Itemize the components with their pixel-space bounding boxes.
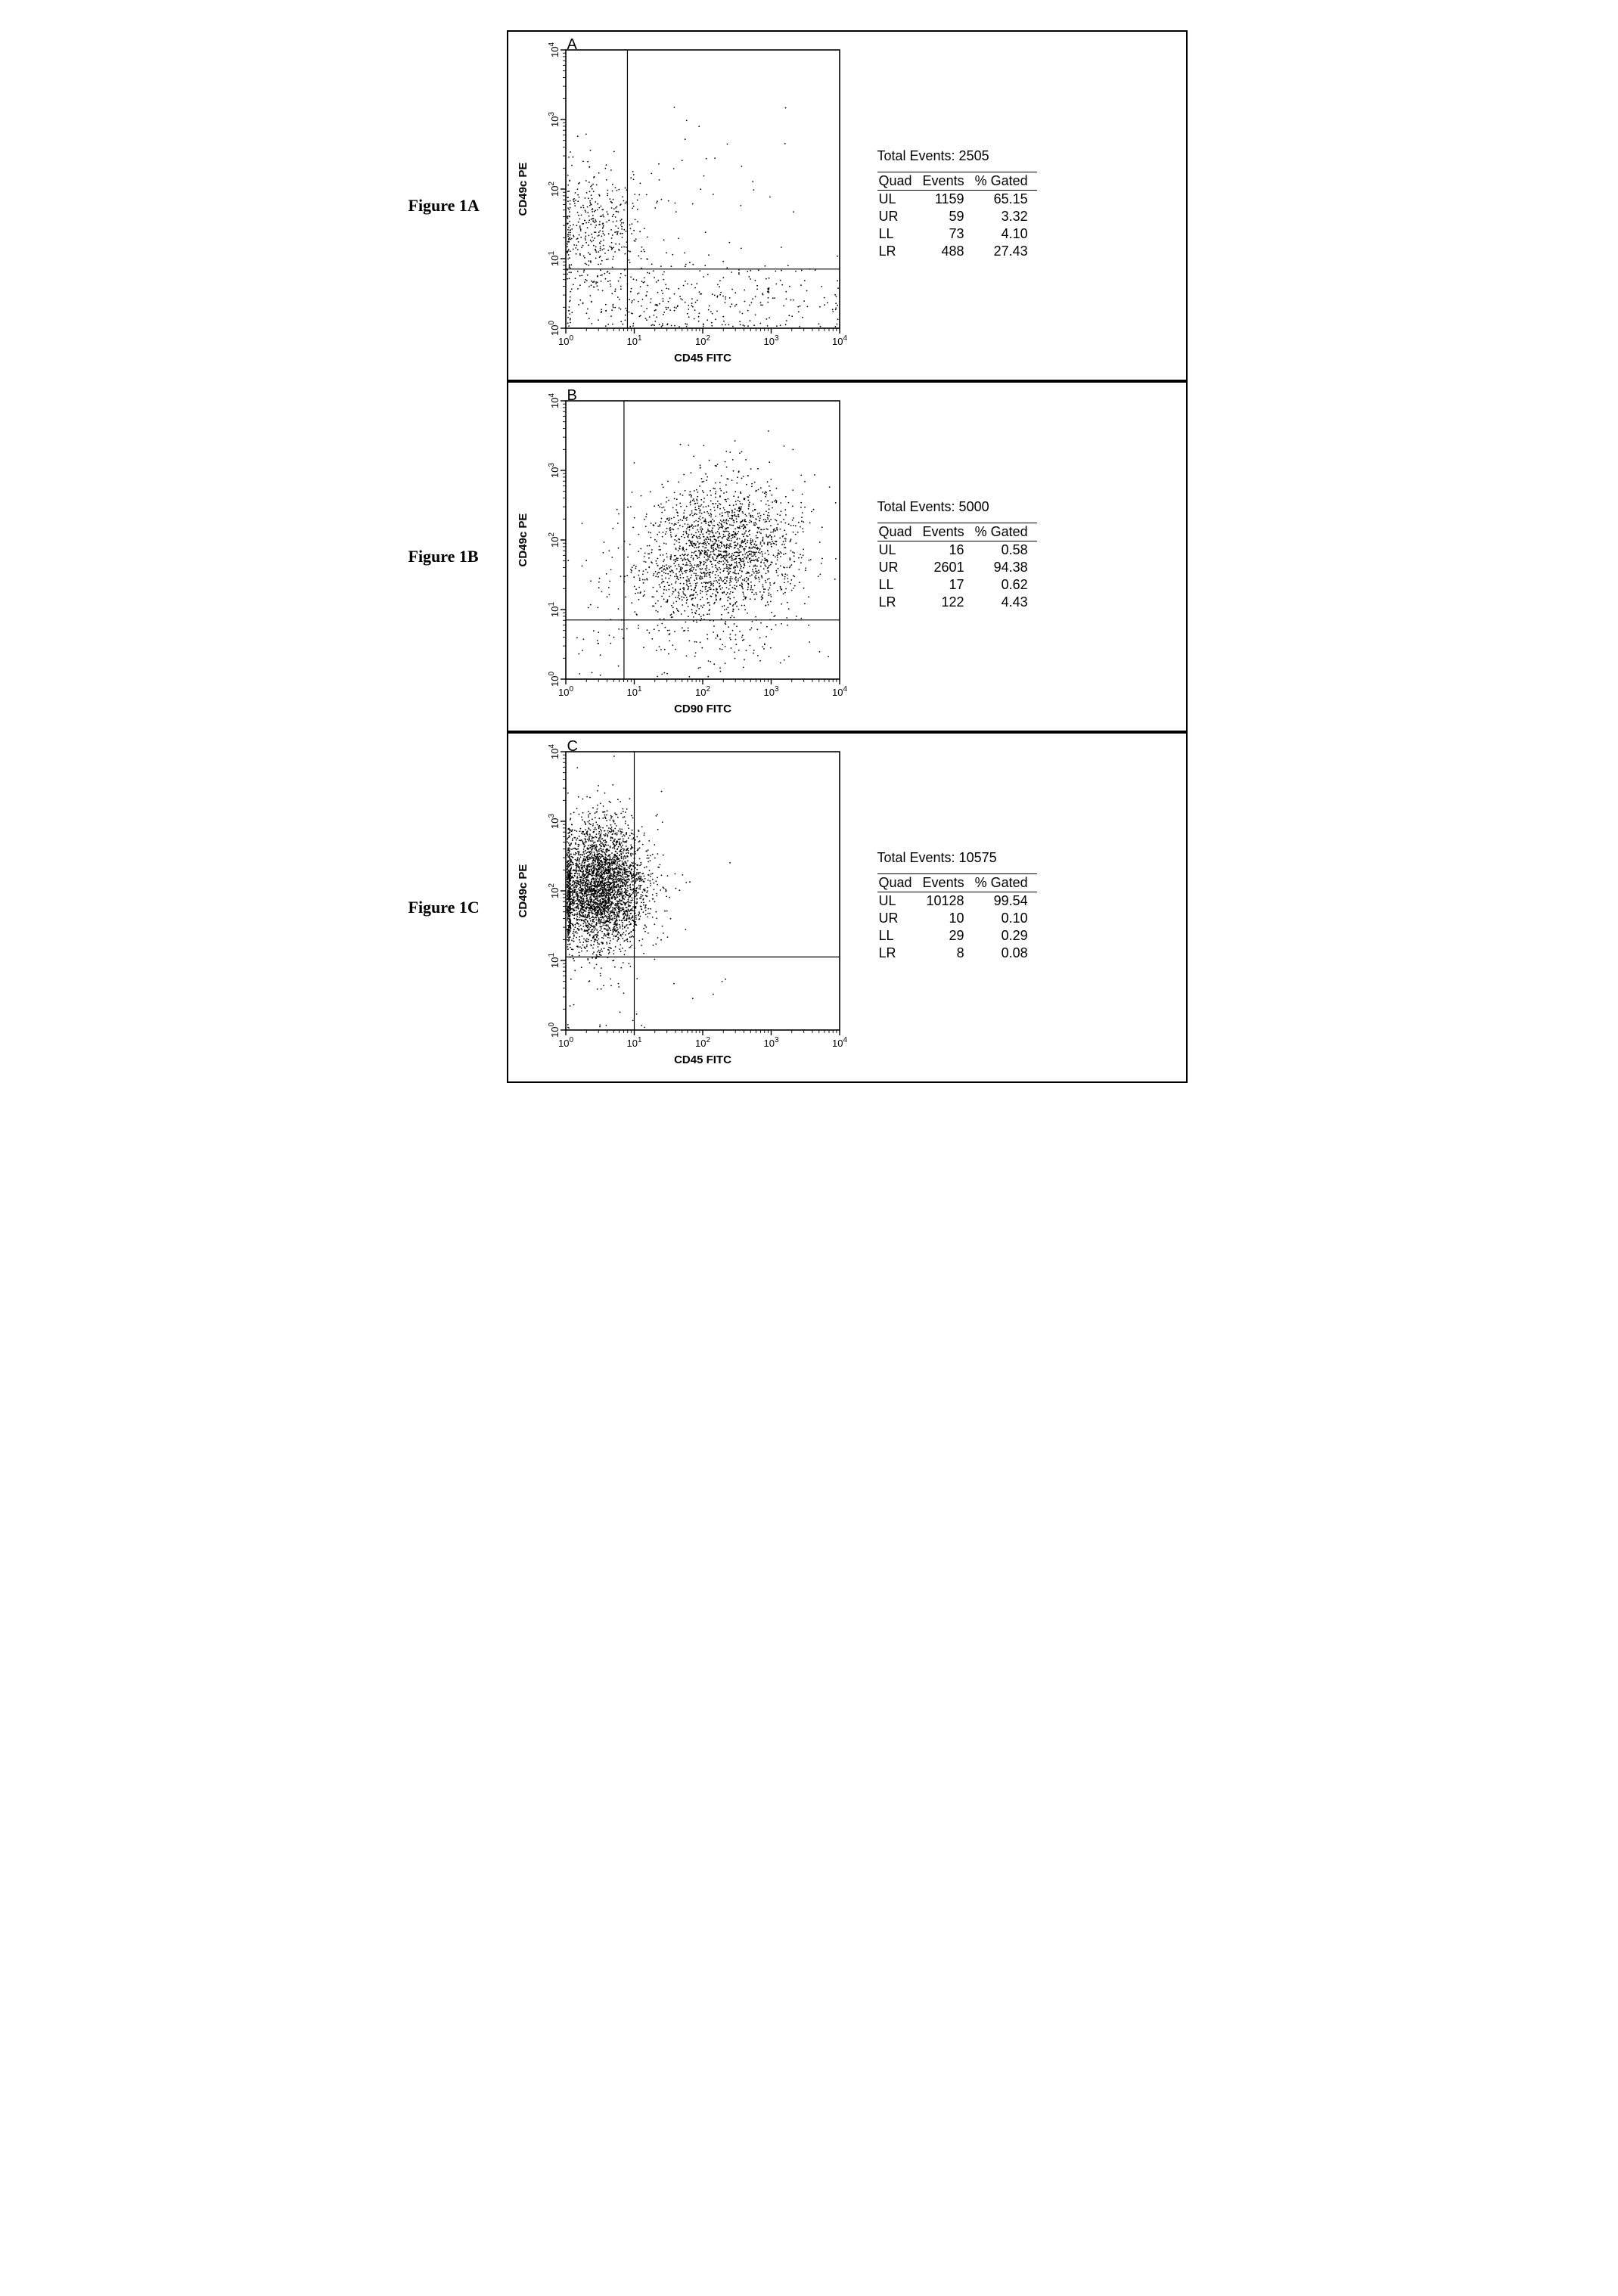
svg-text:101: 101 bbox=[626, 685, 641, 698]
plot-column: B 100100 101 101 102 102 103 103 104 104 CD90 FITC… bbox=[514, 389, 847, 721]
stats-row: LR80.08 bbox=[877, 945, 1037, 962]
panel-box: C100100101101102102103103104104CD45 FITC… bbox=[507, 732, 1188, 1083]
stats-row: UL1012899.54 bbox=[877, 892, 1037, 911]
stats-row: UR260194.38 bbox=[877, 559, 1037, 576]
total-events-label: Total Events: 2505 bbox=[877, 148, 1037, 164]
stats-column: Total Events: 5000 QuadEvents% GatedUL160… bbox=[877, 499, 1037, 611]
stats-col-header: Events bbox=[921, 874, 974, 892]
stats-row: UR593.32 bbox=[877, 208, 1037, 225]
svg-text:102: 102 bbox=[694, 334, 710, 347]
figure-label: Figure 1B bbox=[408, 547, 507, 566]
stats-row: UR100.10 bbox=[877, 910, 1037, 927]
y-axis-label: CD49c PE bbox=[517, 163, 529, 216]
svg-text:102: 102 bbox=[548, 532, 561, 548]
total-events-label: Total Events: 10575 bbox=[877, 850, 1037, 866]
panel-box: B 100100 101 101 102 102 103 103 104 104 CD90 FITC… bbox=[507, 381, 1188, 732]
scatter-plot: 100100 101 101 102 102 103 103 104 104 CD90 FITC C… bbox=[514, 389, 847, 721]
total-events-label: Total Events: 5000 bbox=[877, 499, 1037, 515]
plot-column: C100100101101102102103103104104CD45 FITC… bbox=[514, 740, 847, 1072]
stats-row: LR48827.43 bbox=[877, 243, 1037, 260]
svg-text:103: 103 bbox=[548, 112, 561, 127]
quadrant-stats-table: QuadEvents% GatedUL115965.15UR593.32LL73… bbox=[877, 172, 1037, 260]
svg-text:104: 104 bbox=[548, 393, 561, 408]
figure-panel-row: Figure 1C C100100101101102102103103104104… bbox=[408, 732, 1210, 1083]
y-axis-label: CD49c PE bbox=[517, 513, 529, 567]
svg-text:100: 100 bbox=[557, 685, 573, 698]
stats-row: LL734.10 bbox=[877, 225, 1037, 243]
svg-text:101: 101 bbox=[548, 251, 561, 266]
stats-column: Total Events: 10575 QuadEvents% GatedUL10… bbox=[877, 850, 1037, 962]
y-axis-label: CD49c PE bbox=[517, 864, 529, 918]
figure-label: Figure 1C bbox=[408, 898, 507, 917]
svg-text:100: 100 bbox=[548, 672, 561, 687]
svg-text:101: 101 bbox=[626, 334, 641, 347]
stats-row: LL170.62 bbox=[877, 576, 1037, 594]
stats-col-header: % Gated bbox=[974, 874, 1037, 892]
scatter-plot: 100100 101 101 102 102 103 103 104 104 CD45 FITC C… bbox=[514, 38, 847, 371]
svg-text:103: 103 bbox=[763, 685, 778, 698]
stats-row: UL160.58 bbox=[877, 541, 1037, 560]
svg-text:100: 100 bbox=[557, 334, 573, 347]
svg-text:102: 102 bbox=[694, 685, 710, 698]
stats-row: LL290.29 bbox=[877, 927, 1037, 945]
figure-label: Figure 1A bbox=[408, 196, 507, 216]
svg-text:100: 100 bbox=[548, 321, 561, 336]
svg-text:102: 102 bbox=[548, 182, 561, 197]
stats-col-header: Events bbox=[921, 523, 974, 541]
stats-row: UL115965.15 bbox=[877, 191, 1037, 209]
quadrant-stats-table: QuadEvents% GatedUL1012899.54UR100.10LL2… bbox=[877, 873, 1037, 962]
plot-column: A 100100 101 101 102 102 103 103 104 104 CD45 FITC… bbox=[514, 38, 847, 371]
svg-text:103: 103 bbox=[763, 334, 778, 347]
stats-col-header: Quad bbox=[877, 874, 921, 892]
scatter-plot: 100100101101102102103103104104CD45 FITCC… bbox=[514, 740, 847, 1072]
panel-box: A 100100 101 101 102 102 103 103 104 104 CD45 FITC… bbox=[507, 30, 1188, 381]
quadrant-stats-table: QuadEvents% GatedUL160.58UR260194.38LL17… bbox=[877, 523, 1037, 611]
x-axis-label: CD90 FITC bbox=[674, 703, 731, 715]
stats-column: Total Events: 2505 QuadEvents% GatedUL115… bbox=[877, 148, 1037, 260]
stats-col-header: % Gated bbox=[974, 523, 1037, 541]
panel-letter: B bbox=[567, 387, 577, 405]
svg-text:104: 104 bbox=[831, 334, 846, 347]
svg-text:104: 104 bbox=[548, 42, 561, 57]
svg-text:103: 103 bbox=[548, 463, 561, 478]
figure-panel-row: Figure 1B B 100100 101 101 102 102 103 103 104 104… bbox=[408, 381, 1210, 732]
svg-text:101: 101 bbox=[548, 602, 561, 617]
svg-text:104: 104 bbox=[831, 685, 846, 698]
stats-col-header: % Gated bbox=[974, 172, 1037, 191]
panel-letter: A bbox=[567, 36, 577, 54]
x-axis-label: CD45 FITC bbox=[674, 1053, 731, 1066]
figure-panel-row: Figure 1A A 100100 101 101 102 102 103 103 104 104… bbox=[408, 30, 1210, 381]
stats-col-header: Quad bbox=[877, 172, 921, 191]
x-axis-label: CD45 FITC bbox=[674, 352, 731, 365]
panel-letter: C bbox=[567, 738, 578, 756]
stats-col-header: Quad bbox=[877, 523, 921, 541]
stats-col-header: Events bbox=[921, 172, 974, 191]
stats-row: LR1224.43 bbox=[877, 594, 1037, 611]
